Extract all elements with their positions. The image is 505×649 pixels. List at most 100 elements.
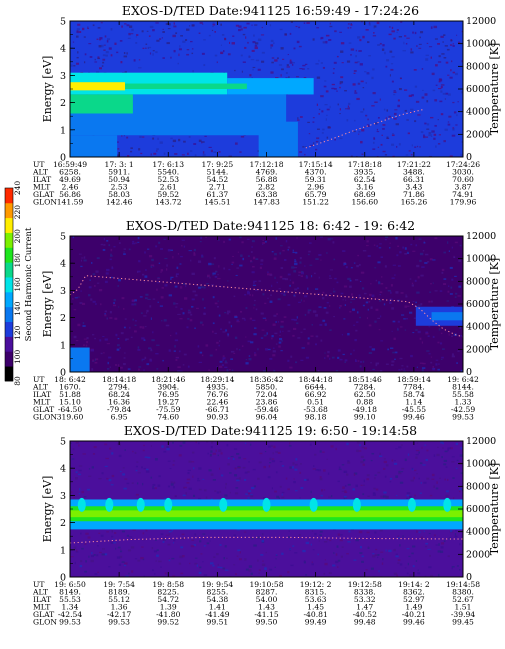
spectrogram-noise xyxy=(71,298,74,300)
spectrogram-noise xyxy=(227,457,230,460)
table-row-label: MLT xyxy=(33,183,50,192)
table-row-label: ILAT xyxy=(33,390,51,399)
spectrogram-noise xyxy=(149,358,152,361)
spectrogram-noise xyxy=(325,34,330,37)
spectrogram-noise xyxy=(399,544,401,547)
spectrogram-noise xyxy=(357,311,359,314)
spectrogram-noise xyxy=(217,454,219,457)
spectrogram-noise xyxy=(434,124,437,127)
spectrogram-noise xyxy=(82,322,85,325)
spectrogram-noise xyxy=(150,265,153,268)
colorbar-tick-label: 100 xyxy=(13,349,22,364)
spectrogram-noise xyxy=(247,492,250,495)
spectrogram-noise xyxy=(287,304,291,306)
spectrogram-noise xyxy=(206,542,210,545)
spectrogram-noise xyxy=(292,281,295,284)
spectrogram-noise xyxy=(413,476,415,480)
spectrogram-noise xyxy=(71,491,73,494)
spectrogram-noise xyxy=(133,330,137,333)
spectrogram-area xyxy=(70,236,463,372)
table-cell: 55.58 xyxy=(452,390,474,399)
spectrogram-noise xyxy=(103,237,105,241)
table-cell: 18: 6:42 xyxy=(54,375,86,384)
table-cell: 58.03 xyxy=(108,190,130,199)
spectrogram-noise xyxy=(102,248,106,251)
spectrogram-noise xyxy=(359,280,362,282)
spectrogram-noise xyxy=(210,562,214,565)
spectrogram-noise xyxy=(70,64,73,67)
spectrogram-noise xyxy=(191,48,194,50)
spectrogram-noise xyxy=(101,472,104,475)
table-cell: 1.49 xyxy=(405,603,422,612)
spectrogram-noise xyxy=(239,310,243,313)
table-cell: 52.97 xyxy=(403,595,425,604)
table-cell: 54.72 xyxy=(157,595,179,604)
spectrogram-noise xyxy=(250,259,252,263)
spectrogram-noise xyxy=(254,353,257,357)
spectrogram-noise xyxy=(107,361,109,365)
spectrogram-noise xyxy=(368,300,371,303)
spectrogram-noise xyxy=(212,22,215,24)
spectrogram-noise xyxy=(454,275,457,277)
spectrogram-noise xyxy=(458,259,462,262)
table-cell: 56.88 xyxy=(256,175,278,184)
spectrogram-noise xyxy=(459,569,461,571)
spectrogram-noise xyxy=(228,41,231,44)
spectrogram-noise xyxy=(358,530,363,534)
spectrogram-noise xyxy=(360,80,364,83)
spectrogram-noise xyxy=(206,274,210,278)
spectrogram-noise xyxy=(293,480,296,484)
spectrogram-noise xyxy=(350,155,353,157)
spectrogram-noise xyxy=(322,451,325,453)
spectrogram-noise xyxy=(294,463,298,466)
spectrogram-noise xyxy=(365,245,369,247)
spectrogram-noise xyxy=(393,94,396,96)
spectrogram-noise xyxy=(341,546,344,548)
spectrogram-noise xyxy=(333,552,335,554)
spectrogram-noise xyxy=(156,39,160,42)
table-cell: 18:36:42 xyxy=(249,375,283,384)
spectrogram-noise xyxy=(76,30,79,32)
spectrogram-noise xyxy=(102,548,105,550)
spectrogram-noise xyxy=(156,288,158,291)
spectrogram-noise xyxy=(366,41,370,44)
spectrogram-noise xyxy=(234,315,238,317)
spectrogram-noise xyxy=(359,39,362,42)
spectrogram-noise xyxy=(282,277,286,280)
spectrogram-noise xyxy=(316,137,320,140)
spectrogram-noise xyxy=(364,447,367,450)
spectrogram-noise xyxy=(188,487,192,490)
spectrogram-noise xyxy=(111,530,113,533)
spectrogram-noise xyxy=(385,117,387,120)
spectrogram-noise xyxy=(434,290,438,292)
spectrogram-noise xyxy=(143,444,145,447)
spectrogram-noise xyxy=(367,495,370,497)
spectrogram-noise xyxy=(163,319,167,322)
spectrogram-noise xyxy=(252,66,256,69)
spectrogram-noise xyxy=(103,244,106,246)
spectrogram-noise xyxy=(168,558,170,561)
table-cell: 1670. xyxy=(59,383,81,392)
spectrogram-noise xyxy=(83,496,87,498)
spectrogram-noise xyxy=(413,69,417,71)
spectrogram-noise xyxy=(73,497,76,499)
spectrogram-noise xyxy=(89,279,91,281)
spectrogram-noise xyxy=(326,458,328,460)
spectrogram-noise xyxy=(249,443,252,446)
spectrogram-noise xyxy=(174,495,177,498)
spectrogram-noise xyxy=(289,279,291,281)
spectrogram-noise xyxy=(243,458,247,460)
spectrogram-noise xyxy=(302,64,306,67)
spectrogram-noise xyxy=(407,132,410,135)
spectrogram-noise xyxy=(430,300,433,303)
spectrogram-noise xyxy=(447,447,451,450)
spectrogram-noise xyxy=(102,61,105,64)
spectrogram-noise xyxy=(152,137,155,140)
spectrogram-noise xyxy=(163,450,167,453)
spectrogram-noise xyxy=(356,441,360,444)
spectrogram-noise xyxy=(94,58,96,61)
spectrogram-noise xyxy=(173,350,176,352)
intensity-band xyxy=(70,94,133,114)
spectrogram-noise xyxy=(117,546,121,549)
spectrogram-noise xyxy=(366,474,370,477)
